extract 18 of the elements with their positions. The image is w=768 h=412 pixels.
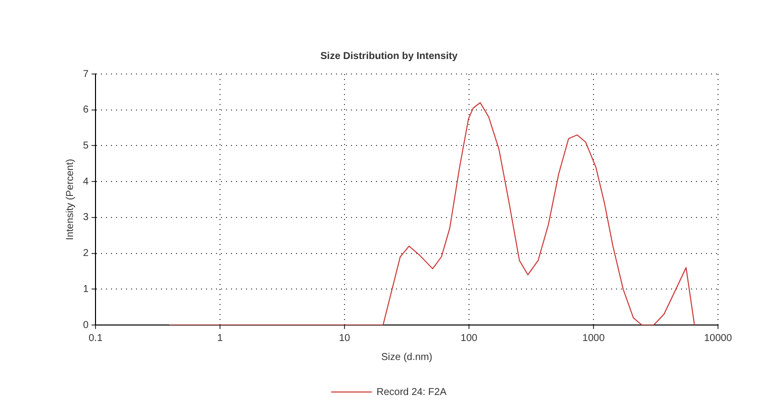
y-tick-label: 5 [83,140,89,152]
x-axis-title: Size (d.nm) [381,352,432,363]
legend-label: Record 24: F2A [376,386,447,398]
x-tick-label: 1 [217,332,224,344]
x-tick-label: 100 [460,332,478,344]
y-tick-label: 0 [83,320,89,331]
y-axis-title: Intensity (Percent) [64,158,76,240]
y-tick-label: 4 [83,176,89,188]
y-tick-label: 7 [83,68,89,80]
chart-title: Size Distribution by Intensity [320,50,458,62]
x-tick-label: 10000 [704,332,732,344]
y-tick-label: 3 [83,212,89,224]
x-tick-label: 1000 [582,332,606,344]
x-tick-label: 10 [338,332,351,344]
y-tick-label: 2 [83,248,89,260]
x-tick-label: 0.1 [88,332,103,344]
y-tick-label: 1 [83,284,89,295]
y-tick-label: 6 [83,104,89,116]
